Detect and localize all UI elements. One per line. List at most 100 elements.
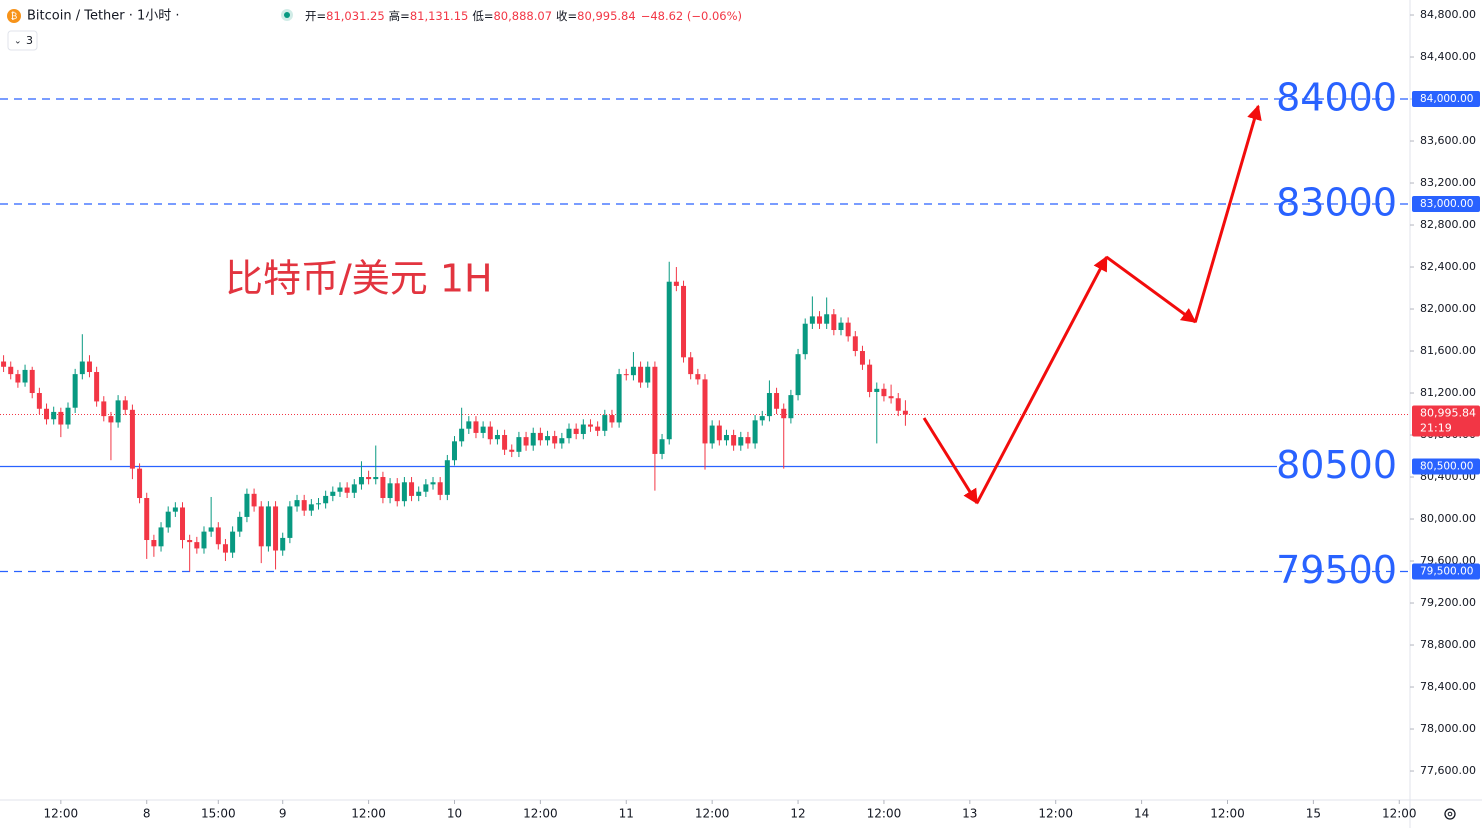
candle-body — [817, 316, 823, 324]
level-badge-label: 84,000.00 — [1420, 93, 1473, 105]
settings-button-center — [1447, 811, 1453, 817]
candle-body — [881, 388, 887, 397]
x-tick-label: 15:00 — [201, 807, 236, 821]
coin-icon — [7, 9, 21, 23]
candle-body — [681, 285, 687, 358]
level-label: 83000 — [1276, 181, 1397, 225]
y-tick-label: 84,800.00 — [1420, 8, 1476, 21]
candle-body — [94, 372, 100, 402]
candle-body — [502, 435, 508, 450]
indicator-count: 3 — [26, 34, 33, 47]
candle-body — [251, 493, 257, 507]
candle-body — [473, 421, 479, 433]
candle-body — [723, 435, 729, 441]
candle-body — [766, 393, 772, 417]
ohlc-label: 收= — [556, 9, 577, 23]
last-price-badge — [1412, 405, 1480, 437]
coin-icon-glyph: ₿ — [11, 11, 18, 22]
candle-body — [838, 322, 844, 331]
y-tick-label: 81,200.00 — [1420, 386, 1476, 399]
candle-body — [330, 491, 336, 496]
x-tick-label: 14 — [1134, 807, 1149, 821]
ohlc-value: 81,031.25 — [326, 9, 385, 23]
x-tick-label: 10 — [447, 807, 462, 821]
y-tick-label: 82,800.00 — [1420, 218, 1476, 231]
candle-body — [587, 424, 593, 427]
candle-body — [795, 354, 801, 396]
level-badge-label: 80,500.00 — [1420, 461, 1473, 473]
candle-body — [738, 437, 744, 446]
x-tick-label: 12:00 — [351, 807, 386, 821]
symbol-title[interactable]: Bitcoin / Tether · 1小时 · — [27, 9, 180, 24]
candle-body — [15, 374, 21, 383]
ohlc-value: 80,995.84 — [577, 9, 636, 23]
candle-body — [287, 506, 293, 538]
candle-body — [129, 409, 135, 469]
candle-body — [831, 314, 837, 331]
candle-body — [573, 428, 579, 434]
x-tick-label: 12 — [790, 807, 805, 821]
candle-body — [759, 416, 765, 421]
candle-body — [387, 483, 393, 499]
candle-body — [552, 436, 558, 444]
ohlc-label: 低= — [472, 9, 493, 23]
forecast-arrow — [1193, 104, 1262, 323]
candle-body — [380, 477, 386, 499]
candle-body — [108, 416, 114, 423]
candle-body — [79, 361, 85, 375]
indicator-toggle[interactable] — [7, 30, 38, 51]
candle-body — [72, 374, 78, 408]
candle-body — [180, 507, 186, 541]
x-tick-label: 12:00 — [867, 807, 902, 821]
candle-body — [358, 477, 364, 485]
candle-body — [115, 400, 121, 423]
candle-body — [308, 504, 314, 511]
candle-body — [480, 426, 486, 433]
candle-body — [237, 516, 243, 532]
level-badge — [1412, 458, 1480, 475]
x-tick-label: 12:00 — [695, 807, 730, 821]
ohlc-label: 高= — [389, 9, 410, 23]
y-tick-label: 77,600.00 — [1420, 764, 1476, 777]
level-badge-label: 79,500.00 — [1420, 566, 1473, 578]
candle-body — [537, 432, 543, 441]
candle-body — [416, 491, 422, 496]
y-tick-label: 79,200.00 — [1420, 596, 1476, 609]
candle-body — [516, 437, 522, 452]
y-tick-label: 82,000.00 — [1420, 302, 1476, 315]
candle-body — [874, 388, 880, 392]
candle-body — [630, 366, 636, 376]
candle-body — [623, 374, 629, 376]
candle-body — [29, 369, 35, 394]
candle-body — [774, 393, 780, 409]
forecast-arrow — [1105, 255, 1197, 324]
ohlc-value: 81,131.15 — [410, 9, 469, 23]
countdown-label: 21:19 — [1420, 421, 1452, 434]
candle-body — [673, 281, 679, 286]
y-tick-label: 78,800.00 — [1420, 638, 1476, 651]
candle-body — [888, 396, 894, 399]
candle-body — [437, 482, 443, 495]
settings-button[interactable] — [1444, 808, 1456, 820]
candle-body — [523, 437, 529, 446]
candle-body — [566, 428, 572, 439]
level-label: 79500 — [1276, 548, 1397, 592]
candle-body — [859, 351, 865, 365]
candle-body — [688, 357, 694, 375]
ohlc-label: 开= — [305, 9, 326, 23]
candle-body — [401, 482, 407, 502]
candle-body — [409, 482, 415, 496]
candle-body — [337, 487, 343, 492]
candle-body — [137, 468, 143, 499]
level-label: 80500 — [1276, 443, 1397, 487]
x-tick-label: 12:00 — [1038, 807, 1073, 821]
candle-body — [194, 542, 200, 549]
ohlc-legend: 开=81,031.25 高=81,131.15 低=80,888.07 收=80,99… — [305, 9, 742, 23]
candle-body — [466, 421, 472, 429]
candle-body — [373, 477, 379, 480]
candle-body — [852, 336, 858, 352]
candle-body — [122, 400, 128, 410]
candle-body — [301, 500, 307, 511]
candle-body — [215, 527, 221, 545]
